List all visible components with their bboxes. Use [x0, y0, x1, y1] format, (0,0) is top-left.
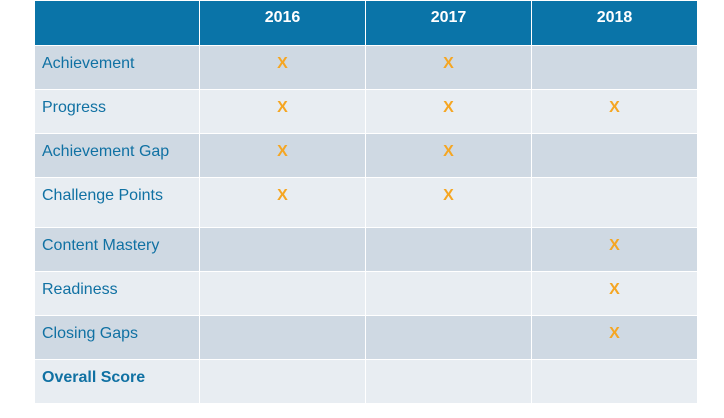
mark-cell: X: [365, 133, 532, 178]
table-row: Readiness X: [34, 271, 698, 316]
mark-cell: [365, 315, 532, 360]
mark-cell: [531, 359, 698, 404]
table-row: Achievement Gap X X: [34, 133, 698, 178]
mark-cell: X: [365, 45, 532, 90]
row-label: Achievement: [34, 45, 200, 90]
mark-cell: X: [365, 89, 532, 134]
row-label: Readiness: [34, 271, 200, 316]
mark-cell: X: [199, 89, 366, 134]
mark-cell: X: [199, 177, 366, 228]
mark-cell: X: [199, 133, 366, 178]
header-year-2018: 2018: [531, 0, 698, 46]
mark-cell: [531, 45, 698, 90]
header-year-2017: 2017: [365, 0, 532, 46]
mark-cell: X: [531, 89, 698, 134]
header-corner-cell: [34, 0, 200, 46]
table-row: Overall Score: [34, 359, 698, 404]
mark-cell: X: [199, 45, 366, 90]
mark-cell: [365, 271, 532, 316]
table-row: Content Mastery X: [34, 227, 698, 272]
mark-cell: [531, 133, 698, 178]
mark-cell: [199, 359, 366, 404]
row-label: Progress: [34, 89, 200, 134]
row-label: Achievement Gap: [34, 133, 200, 178]
mark-cell: [199, 271, 366, 316]
header-row: 2016 2017 2018: [34, 0, 698, 46]
row-label: Content Mastery: [34, 227, 200, 272]
mark-cell: [199, 315, 366, 360]
row-label: Closing Gaps: [34, 315, 200, 360]
table-row: Progress X X X: [34, 89, 698, 134]
mark-cell: [365, 359, 532, 404]
table-row: Challenge Points X X: [34, 177, 698, 228]
mark-cell: X: [531, 271, 698, 316]
table-row: Closing Gaps X: [34, 315, 698, 360]
header-year-2016: 2016: [199, 0, 366, 46]
mark-cell: X: [531, 315, 698, 360]
row-label-overall-score: Overall Score: [34, 359, 200, 404]
mark-cell: [365, 227, 532, 272]
accountability-table: 2016 2017 2018 Achievement X X Progress …: [34, 0, 698, 404]
table-row: Achievement X X: [34, 45, 698, 90]
mark-cell: [199, 227, 366, 272]
mark-cell: [531, 177, 698, 228]
mark-cell: X: [531, 227, 698, 272]
row-label: Challenge Points: [34, 177, 200, 228]
mark-cell: X: [365, 177, 532, 228]
